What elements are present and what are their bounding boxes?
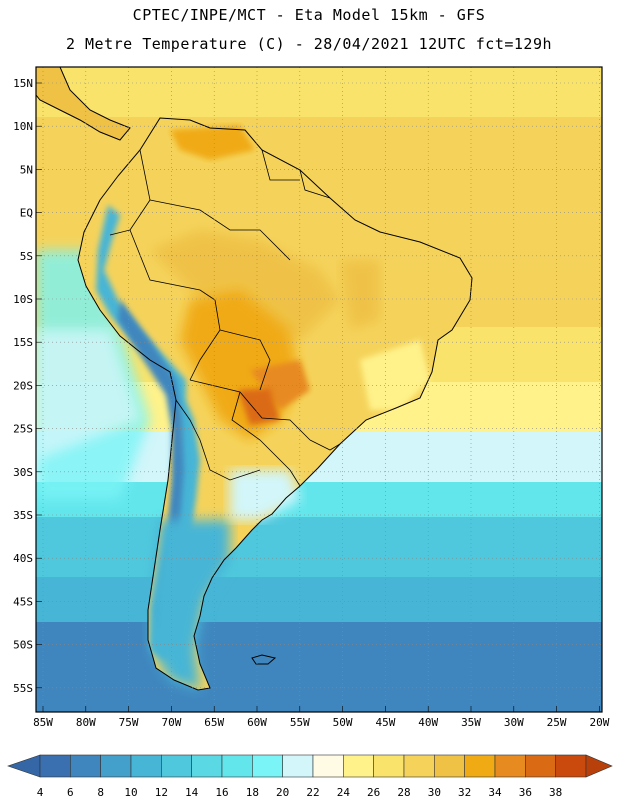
chaco-hot-spot	[238, 388, 280, 425]
colorbar-segment	[70, 754, 101, 778]
graticule	[36, 67, 602, 712]
lat-label: 50S	[13, 639, 33, 652]
lat-label: 20S	[13, 379, 33, 392]
colorbar-segment	[100, 754, 132, 778]
colorbar-label: 24	[337, 786, 351, 799]
colorbar-segment	[525, 754, 556, 778]
lon-label: 40W	[418, 716, 438, 729]
lat-label: 15N	[13, 77, 33, 90]
colorbar-segment	[282, 754, 314, 778]
lon-label: 55W	[290, 716, 310, 729]
colorbar-label: 4	[37, 786, 44, 799]
colorbar-label: 36	[519, 786, 532, 799]
colorbar-label: 18	[246, 786, 259, 799]
colorbar-segment	[403, 754, 435, 778]
lon-label: 45W	[375, 716, 395, 729]
ocean-band-12	[36, 517, 602, 577]
lat-label: 45S	[13, 595, 33, 608]
pacific-cool-tongue-2	[36, 330, 140, 460]
northeast-brazil-warm	[340, 260, 380, 330]
colorbar-label: 10	[124, 786, 137, 799]
lat-label: 30S	[13, 466, 33, 479]
colorbar-label: 14	[185, 786, 199, 799]
colorbar-segment	[130, 754, 162, 778]
lon-label: 25W	[547, 716, 567, 729]
latitude-labels: 15N 10N 5N EQ 5S 10S 15S 20S 25S 30S 35S 40S 45S 50S 5…	[13, 77, 33, 695]
colorbar-label: 8	[97, 786, 104, 799]
lon-label: 65W	[204, 716, 224, 729]
colorbar-segment	[312, 754, 344, 778]
ocean-band-16	[36, 482, 602, 517]
lon-label: 85W	[33, 716, 53, 729]
colorbar-segment	[494, 754, 526, 778]
lon-label: 35W	[461, 716, 481, 729]
pantanal-hot-spot	[250, 360, 310, 410]
colorbar-label: 16	[215, 786, 228, 799]
amazon-warm-region	[150, 230, 340, 340]
colorbar-segment	[252, 754, 283, 778]
lat-label: 5S	[20, 250, 33, 263]
colorbar-label: 12	[155, 786, 168, 799]
colorbar-label: 34	[488, 786, 502, 799]
colorbar-label: 20	[276, 786, 289, 799]
lat-label: 10N	[13, 120, 33, 133]
colorbar-under-arrow	[7, 754, 41, 778]
colorbar-over-arrow	[585, 754, 613, 778]
lon-label: 50W	[333, 716, 353, 729]
lon-label: 80W	[76, 716, 96, 729]
colorbar-segment	[343, 754, 374, 778]
country-borders	[109, 149, 341, 487]
central-america-land	[36, 67, 131, 141]
colorbar-segment	[434, 754, 465, 778]
patagonia-cool	[150, 520, 230, 690]
highlands-cool-se	[360, 340, 430, 410]
lat-label: 15S	[13, 336, 33, 349]
lon-label: 20W	[589, 716, 609, 729]
venezuela-warm-region	[170, 125, 255, 160]
lon-label: 75W	[119, 716, 139, 729]
falkland-islands	[251, 654, 277, 665]
colorbar-label: 22	[306, 786, 319, 799]
lon-label: 60W	[247, 716, 267, 729]
lon-label: 30W	[504, 716, 524, 729]
ocean-band-north-warm	[36, 67, 602, 117]
chart-title-line1: CPTEC/INPE/MCT - Eta Model 15km - GFS	[132, 6, 486, 24]
pampas-mild	[230, 470, 300, 520]
lat-label: 5N	[20, 163, 33, 176]
colorbar-label: 32	[458, 786, 471, 799]
ocean-band-8	[36, 622, 602, 712]
map-frame	[35, 66, 603, 713]
lat-label: 40S	[13, 552, 33, 565]
colorbar-segment	[221, 754, 253, 778]
colorbar-segment	[373, 754, 405, 778]
lat-label: 35S	[13, 509, 33, 522]
colorbar-segment	[464, 754, 496, 778]
lat-label: 25S	[13, 423, 33, 436]
colorbar-label: 6	[67, 786, 74, 799]
map-field	[36, 67, 602, 712]
lat-label: 55S	[13, 682, 33, 695]
longitude-labels: 85W 80W 75W 70W 65W 60W 55W 50W 45W 40W 35W 30W 25W 2…	[33, 716, 610, 729]
ocean-band-10	[36, 577, 602, 622]
colorbar-segment	[191, 754, 223, 778]
chart-title-line2: 2 Metre Temperature (C) - 28/04/2021 12U…	[65, 35, 553, 53]
colorbar-segment	[161, 754, 192, 778]
colorbar-segment	[555, 754, 587, 778]
lat-label: 10S	[13, 293, 33, 306]
colorbar-label: 26	[367, 786, 380, 799]
lat-label: EQ	[20, 207, 33, 220]
colorbar-label: 28	[397, 786, 410, 799]
lon-label: 70W	[161, 716, 181, 729]
colorbar-label: 38	[549, 786, 562, 799]
colorbar: 4 6 8 10 12 14 16 18 20 22 24 26 28 30 32 34 36 38	[7, 754, 613, 799]
colorbar-label: 30	[428, 786, 441, 799]
colorbar-segment	[39, 754, 71, 778]
